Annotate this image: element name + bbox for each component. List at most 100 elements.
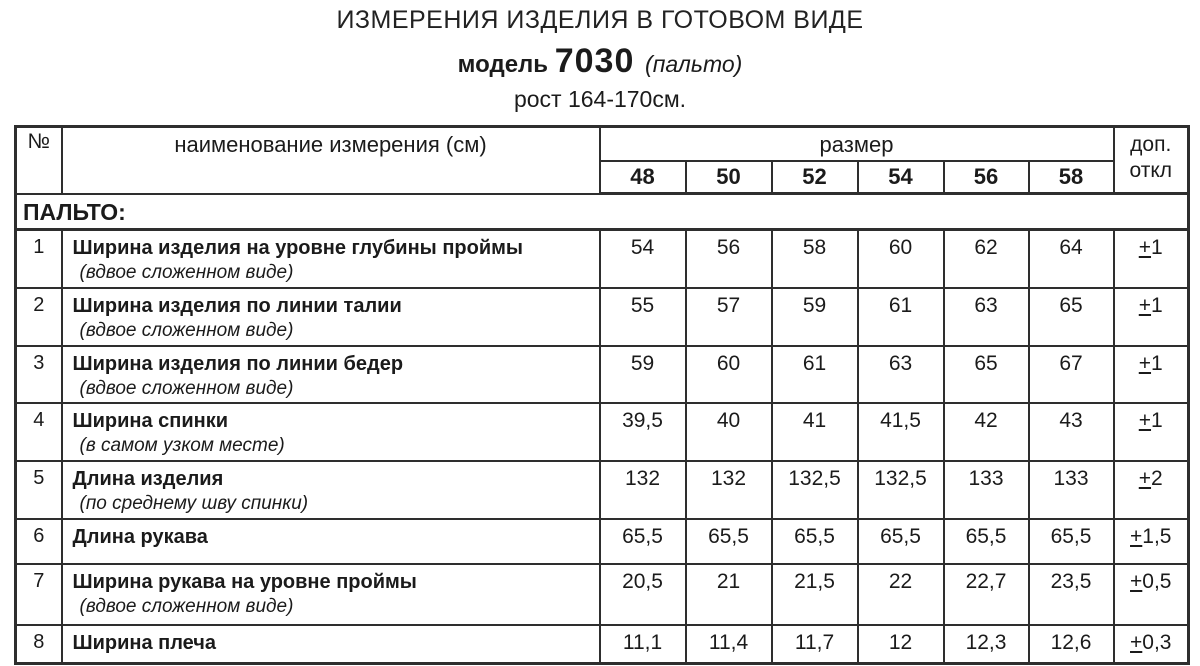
tolerance-cell: +0,3: [1112, 623, 1190, 665]
size-value: 21: [684, 562, 773, 626]
plus-minus-sign: +: [1130, 569, 1143, 593]
plus-minus-sign: +: [1138, 409, 1152, 433]
column-header-tolerance: доп. откл: [1112, 125, 1190, 195]
model-line: модель 7030 (пальто): [20, 42, 1180, 81]
size-value: 65: [942, 344, 1030, 405]
size-value: 54: [598, 228, 687, 289]
tolerance-value: 1: [1151, 236, 1163, 259]
size-value: 58: [770, 228, 859, 289]
size-value: 65: [1027, 286, 1115, 347]
measurement-name: Длина рукава: [72, 525, 208, 548]
size-value: 65,5: [942, 517, 1030, 565]
size-value: 42: [942, 402, 1030, 462]
measurement-name-cell: Ширина спинки (в самом узком месте): [60, 402, 601, 462]
size-value: 132,5: [770, 460, 859, 520]
size-value: 11,1: [598, 623, 687, 665]
measurement-name-cell: Длина рукава: [60, 517, 601, 565]
measurement-name: Ширина плеча: [72, 631, 217, 654]
column-header-size-58: 58: [1027, 160, 1115, 195]
tolerance-cell: +1: [1112, 228, 1190, 289]
column-header-measurement-name: наименование измерения (см): [60, 125, 601, 195]
size-value: 63: [942, 286, 1030, 347]
tolerance-cell: +1,5: [1112, 517, 1190, 565]
column-header-size-52: 52: [770, 160, 859, 195]
tolerance-value: 1: [1151, 351, 1163, 375]
row-number: 3: [14, 344, 63, 405]
measurement-name: Ширина изделия по линии талии: [72, 294, 402, 317]
size-value: 65,5: [770, 517, 859, 565]
size-value: 39,5: [598, 402, 687, 462]
measurements-table: № наименование измерения (см) размер доп…: [14, 125, 1190, 666]
measurement-name-cell: Ширина изделия по линии бедер (вдвое сло…: [60, 344, 601, 405]
measurement-name-cell: Ширина изделия по линии талии (вдвое сло…: [60, 286, 601, 347]
size-value: 40: [684, 402, 773, 462]
model-number: 7030: [554, 42, 635, 80]
size-value: 61: [856, 286, 945, 347]
measurement-note: (вдвое сложенном виде): [79, 377, 294, 399]
size-value: 65,5: [856, 517, 945, 565]
measurement-name: Ширина спинки: [72, 410, 229, 433]
table-row: 2 Ширина изделия по линии талии (вдвое с…: [14, 286, 1190, 347]
tolerance-value: 2: [1151, 467, 1163, 490]
measurement-note: (вдвое сложенном виде): [79, 595, 294, 617]
measurement-note: (вдвое сложенном виде): [79, 319, 294, 341]
row-number: 1: [14, 228, 63, 289]
section-row-coat: ПАЛЬТО:: [14, 192, 1190, 231]
size-value: 62: [942, 228, 1030, 289]
size-value: 11,7: [770, 623, 859, 665]
size-value: 22: [856, 562, 945, 626]
size-value: 20,5: [598, 562, 687, 626]
measurement-name-cell: Длина изделия (по среднему шву спинки): [60, 460, 601, 520]
size-value: 65,5: [684, 517, 773, 565]
table-row: 1 Ширина изделия на уровне глубины пройм…: [14, 228, 1190, 289]
height-range: рост 164-170см.: [513, 86, 687, 112]
table-row: 8 Ширина плеча 11,1 11,4 11,7 12 12,3 12…: [14, 623, 1190, 665]
measurement-name-cell: Ширина изделия на уровне глубины проймы …: [60, 228, 601, 289]
size-value: 65,5: [1027, 517, 1115, 565]
size-value: 64: [1027, 228, 1115, 289]
column-header-size-50: 50: [684, 160, 773, 195]
measurement-name: Длина изделия: [72, 468, 224, 490]
size-value: 21,5: [770, 562, 859, 626]
measurement-name: Ширина изделия по линии бедер: [72, 352, 404, 375]
tolerance-value: 1,5: [1142, 524, 1172, 548]
size-value: 12,3: [942, 623, 1030, 665]
plus-minus-sign: +: [1130, 630, 1143, 654]
size-value: 60: [856, 228, 945, 289]
row-number: 8: [14, 623, 63, 665]
tolerance-cell: +0,5: [1112, 562, 1190, 626]
measurement-note: (в самом узком месте): [79, 435, 285, 457]
size-value: 133: [1027, 460, 1115, 520]
size-value: 67: [1027, 344, 1115, 405]
size-value: 59: [770, 286, 859, 347]
size-value: 57: [684, 286, 773, 347]
size-value: 22,7: [942, 562, 1030, 626]
size-value: 56: [684, 228, 773, 289]
model-label: модель: [457, 51, 549, 78]
row-number: 5: [14, 460, 63, 520]
table-row: 6 Длина рукава 65,5 65,5 65,5 65,5 65,5 …: [14, 517, 1190, 565]
tolerance-value: 0,3: [1142, 630, 1172, 654]
plus-minus-sign: +: [1138, 351, 1152, 375]
size-value: 41,5: [856, 402, 945, 462]
tolerance-cell: +1: [1112, 286, 1190, 347]
document-title: ИЗМЕРЕНИЯ ИЗДЕЛИЯ В ГОТОВОМ ВИДЕ: [336, 6, 864, 34]
row-number: 4: [14, 402, 63, 462]
measurement-note: (по среднему шву спинки): [79, 493, 309, 514]
measurement-name-cell: Ширина плеча: [60, 623, 601, 665]
size-value: 133: [942, 460, 1030, 520]
tolerance-header-line2: откл: [1129, 159, 1172, 183]
measurement-note: (вдвое сложенном виде): [79, 262, 294, 283]
size-value: 23,5: [1027, 562, 1115, 626]
row-number: 7: [14, 562, 63, 626]
column-header-size-group: размер: [598, 125, 1115, 162]
column-header-size-48: 48: [598, 160, 687, 195]
size-value: 65,5: [598, 517, 687, 565]
table-row: 7 Ширина рукава на уровне проймы (вдвое …: [14, 562, 1190, 626]
measurement-name: Ширина рукава на уровне проймы: [72, 570, 417, 593]
model-type: (пальто): [645, 51, 743, 77]
size-value: 41: [770, 402, 859, 462]
row-number: 6: [14, 517, 63, 565]
plus-minus-sign: +: [1138, 293, 1152, 317]
size-value: 43: [1027, 402, 1115, 462]
